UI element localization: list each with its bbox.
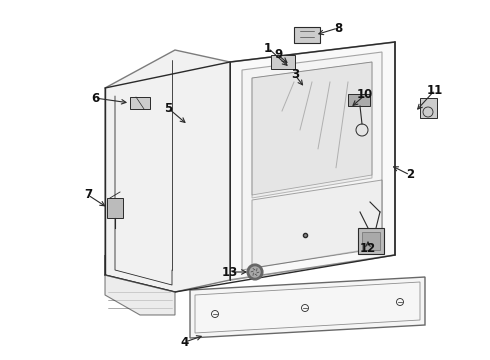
Text: 2: 2 bbox=[406, 168, 414, 181]
Polygon shape bbox=[252, 62, 372, 198]
Text: 13: 13 bbox=[222, 266, 238, 279]
Polygon shape bbox=[105, 50, 230, 292]
Polygon shape bbox=[348, 94, 370, 106]
Polygon shape bbox=[130, 97, 150, 109]
Polygon shape bbox=[242, 52, 382, 270]
Text: 9: 9 bbox=[274, 49, 282, 62]
Text: 3: 3 bbox=[291, 68, 299, 81]
Circle shape bbox=[250, 267, 260, 277]
Polygon shape bbox=[420, 98, 437, 118]
Polygon shape bbox=[362, 232, 380, 250]
Polygon shape bbox=[271, 55, 295, 69]
Text: 12: 12 bbox=[360, 242, 376, 255]
Polygon shape bbox=[294, 27, 320, 43]
Text: 5: 5 bbox=[164, 102, 172, 114]
Polygon shape bbox=[358, 228, 384, 254]
Text: 7: 7 bbox=[84, 189, 92, 202]
Text: 8: 8 bbox=[334, 22, 342, 35]
Circle shape bbox=[247, 264, 263, 280]
Text: 11: 11 bbox=[427, 84, 443, 96]
Polygon shape bbox=[252, 180, 382, 268]
Text: 6: 6 bbox=[91, 91, 99, 104]
Polygon shape bbox=[195, 282, 420, 333]
Polygon shape bbox=[105, 255, 175, 315]
Polygon shape bbox=[190, 277, 425, 338]
Polygon shape bbox=[107, 198, 123, 218]
Text: 4: 4 bbox=[181, 336, 189, 348]
Text: 1: 1 bbox=[264, 41, 272, 54]
Polygon shape bbox=[230, 42, 395, 280]
Text: 10: 10 bbox=[357, 89, 373, 102]
Polygon shape bbox=[252, 62, 372, 195]
